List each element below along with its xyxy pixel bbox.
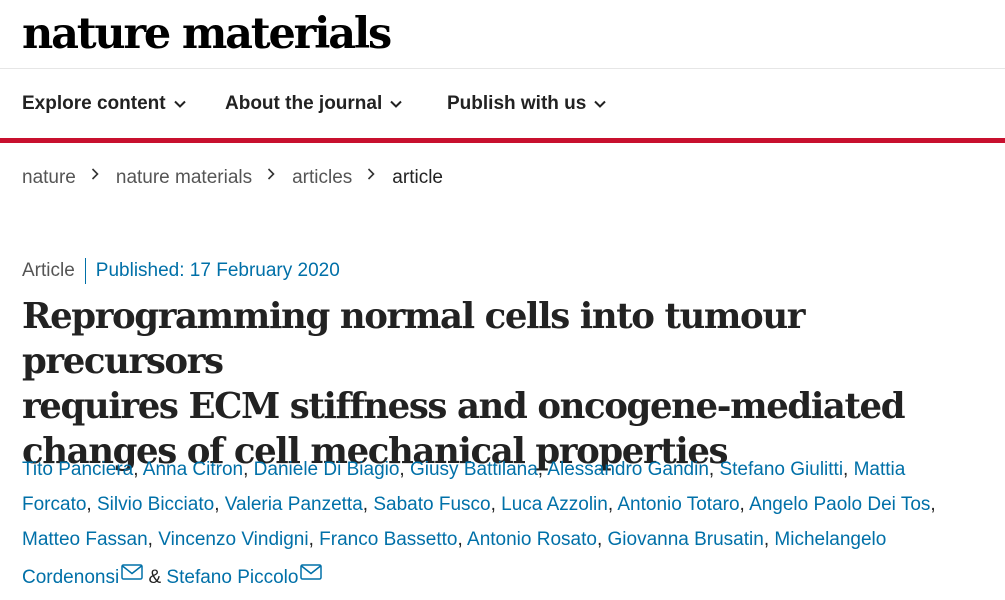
article-type: Article bbox=[22, 258, 86, 284]
author-link[interactable]: Silvio Bicciato bbox=[96, 494, 215, 515]
breadcrumb-nature[interactable]: nature bbox=[22, 167, 76, 188]
author-list: Tito Panciera, Anna Citron, Daniele Di B… bbox=[22, 452, 972, 595]
article-title: Reprogramming normal cells into tumour p… bbox=[22, 294, 982, 474]
author-separator: , bbox=[537, 459, 544, 480]
published-date: Published: 17 February 2020 bbox=[95, 260, 340, 281]
author-link[interactable]: Giovanna Brusatin bbox=[607, 529, 764, 550]
author-link[interactable]: Michelangelo bbox=[774, 529, 887, 550]
author-link[interactable]: Mattia bbox=[853, 459, 906, 480]
author-separator: , bbox=[843, 459, 849, 480]
nav-about-the-journal[interactable]: About the journal bbox=[225, 91, 402, 117]
author-separator: , bbox=[147, 529, 153, 550]
email-icon[interactable] bbox=[300, 557, 323, 592]
author-separator: , bbox=[86, 494, 92, 515]
author-separator: , bbox=[214, 494, 220, 515]
author-separator: , bbox=[739, 494, 745, 515]
author-ampersand: & bbox=[148, 567, 162, 588]
author-link[interactable]: Antonio Rosato bbox=[467, 529, 597, 550]
breadcrumb: nature nature materials articles article bbox=[22, 167, 443, 189]
author-separator: , bbox=[607, 494, 614, 515]
author-link[interactable]: Valeria Panzetta bbox=[224, 494, 363, 515]
author-separator: , bbox=[399, 459, 405, 480]
author-separator: , bbox=[596, 529, 603, 550]
nav-explore-content[interactable]: Explore content bbox=[22, 91, 186, 117]
author-link[interactable]: Forcato bbox=[22, 494, 87, 515]
masthead: nature materials bbox=[0, 0, 1005, 69]
article-title-line: changes of cell mechanical properties bbox=[22, 431, 729, 472]
breadcrumb-articles[interactable]: articles bbox=[292, 167, 353, 188]
article-title-line: Reprogramming normal cells into tumour p… bbox=[22, 296, 805, 382]
nav-item-label: Explore content bbox=[22, 93, 166, 114]
author-separator: , bbox=[362, 494, 369, 515]
chevron-down-icon bbox=[173, 98, 186, 110]
author-link[interactable]: Cordenonsi bbox=[22, 567, 120, 588]
chevron-right-icon bbox=[367, 168, 377, 180]
author-link[interactable]: Tito Panciera bbox=[22, 459, 134, 480]
author-separator: , bbox=[308, 529, 314, 550]
author-link[interactable]: Giusy Battilana bbox=[409, 459, 538, 480]
author-link[interactable]: Antonio Totaro bbox=[617, 494, 740, 515]
nav-item-label: About the journal bbox=[225, 93, 383, 114]
author-separator: , bbox=[708, 459, 715, 480]
author-separator: , bbox=[457, 529, 463, 550]
author-link[interactable]: Sabato Fusco bbox=[373, 494, 491, 515]
author-link[interactable]: Angelo Paolo Dei Tos bbox=[749, 494, 931, 515]
nav-item-label: Publish with us bbox=[447, 93, 587, 114]
chevron-down-icon bbox=[594, 98, 607, 110]
breadcrumb-article: article bbox=[392, 167, 443, 188]
chevron-right-icon bbox=[91, 168, 101, 180]
author-link[interactable]: Daniele Di Biagio bbox=[253, 459, 400, 480]
author-link[interactable]: Vincenzo Vindigni bbox=[158, 529, 309, 550]
author-link[interactable]: Stefano Piccolo bbox=[166, 567, 299, 588]
author-link[interactable]: Matteo Fassan bbox=[22, 529, 148, 550]
main-nav: Explore content About the journal Publis… bbox=[0, 69, 1005, 143]
author-separator: , bbox=[930, 494, 936, 515]
author-link[interactable]: Anna Citron bbox=[142, 459, 244, 480]
chevron-down-icon bbox=[390, 98, 402, 110]
article-title-line: requires ECM stiffness and oncogene-medi… bbox=[22, 386, 906, 427]
article-meta: Article Published: 17 February 2020 bbox=[22, 258, 340, 284]
author-separator: , bbox=[763, 529, 770, 550]
author-link[interactable]: Alessandro Gandin bbox=[547, 459, 709, 480]
author-separator: , bbox=[490, 494, 496, 515]
email-icon[interactable] bbox=[121, 557, 143, 592]
author-separator: , bbox=[133, 459, 139, 480]
nav-publish-with-us[interactable]: Publish with us bbox=[447, 91, 607, 117]
breadcrumb-nature-materials[interactable]: nature materials bbox=[115, 167, 253, 188]
chevron-right-icon bbox=[267, 168, 277, 180]
journal-logo[interactable]: nature materials bbox=[22, 9, 392, 59]
author-separator: , bbox=[243, 459, 249, 480]
author-link[interactable]: Luca Azzolin bbox=[501, 494, 608, 515]
author-link[interactable]: Stefano Giulitti bbox=[719, 459, 844, 480]
author-link[interactable]: Franco Bassetto bbox=[319, 529, 458, 550]
